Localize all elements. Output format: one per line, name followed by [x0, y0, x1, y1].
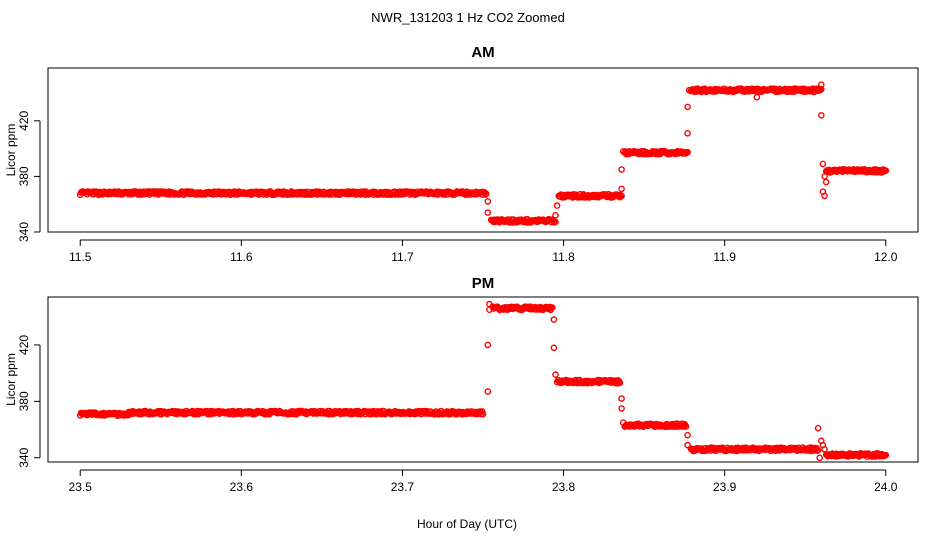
data-point [821, 173, 828, 180]
data-points [76, 300, 890, 462]
data-point [684, 431, 691, 439]
x-tick-label: 12.0 [874, 250, 898, 264]
data-point [484, 388, 492, 395]
data-point [484, 209, 492, 216]
data-point [684, 441, 691, 449]
data-point [618, 405, 625, 412]
data-point [479, 410, 487, 418]
x-tick-label: 23.6 [230, 480, 254, 494]
data-point [618, 166, 625, 173]
y-tick-label: 380 [17, 391, 31, 411]
figure-x-axis-label: Hour of Day (UTC) [417, 517, 517, 531]
data-point [882, 451, 890, 459]
x-axis: 11.5 11.6 11.7 11.8 11.9 12.0 [69, 239, 898, 264]
y-axis-label: Licor ppm [4, 353, 18, 406]
data-point [482, 190, 490, 198]
y-tick-label: 420 [17, 335, 31, 355]
data-point [682, 423, 690, 430]
y-tick-label: 340 [17, 222, 31, 242]
data-point [484, 198, 492, 205]
data-point [684, 129, 691, 137]
panel-am: AM 11.5 11.6 11.7 11.8 11.9 12.0 340 380 420Licor… [4, 44, 919, 264]
data-point [618, 192, 625, 200]
data-point [816, 454, 824, 462]
data-point [819, 160, 827, 168]
data-point [616, 379, 624, 387]
data-point [552, 371, 559, 378]
y-tick-label: 340 [17, 447, 31, 467]
x-tick-label: 11.8 [552, 250, 575, 264]
data-point [882, 167, 890, 174]
x-tick-label: 23.8 [552, 480, 576, 494]
data-point [618, 395, 625, 402]
data-point [822, 178, 830, 186]
y-tick-label: 380 [17, 166, 31, 186]
y-tick-label: 420 [17, 110, 31, 130]
y-axis-label: Licor ppm [4, 124, 18, 177]
x-tick-label: 23.5 [69, 480, 93, 494]
x-axis: 23.5 23.6 23.7 23.8 23.9 24.0 [69, 469, 898, 494]
data-point [818, 81, 825, 88]
data-point [484, 341, 492, 349]
data-point [552, 218, 559, 226]
data-point [684, 148, 691, 156]
data-point [618, 185, 625, 193]
data-point [619, 419, 627, 426]
plot-frame [47, 67, 919, 233]
data-point [819, 188, 827, 195]
data-point [550, 316, 558, 323]
data-point [684, 103, 691, 111]
panel-pm: PM 23.5 23.6 23.7 23.8 23.9 24.0 340 380 420Licor… [4, 275, 919, 494]
data-point [549, 304, 556, 311]
x-tick-label: 11.9 [713, 250, 736, 264]
data-point [821, 445, 828, 453]
data-point [619, 148, 627, 155]
data-point [814, 446, 822, 454]
data-point [753, 93, 761, 101]
plot-frame [47, 296, 919, 463]
x-tick-label: 23.9 [713, 480, 737, 494]
data-point [685, 86, 693, 94]
data-point [552, 211, 559, 219]
x-tick-label: 11.6 [230, 250, 253, 264]
panel-title: AM [471, 44, 494, 61]
panel-title: PM [472, 275, 495, 292]
data-point [478, 408, 486, 415]
data-point [818, 112, 825, 119]
x-tick-label: 11.7 [391, 250, 414, 264]
x-tick-label: 11.5 [69, 250, 92, 264]
figure-title: NWR_131203 1 Hz CO2 Zoomed [371, 10, 565, 25]
data-points [76, 81, 890, 226]
data-point [814, 424, 822, 432]
x-tick-label: 24.0 [874, 480, 898, 494]
data-point [486, 306, 493, 314]
x-tick-label: 23.7 [391, 480, 415, 494]
data-point [550, 344, 558, 352]
data-point [553, 202, 561, 209]
